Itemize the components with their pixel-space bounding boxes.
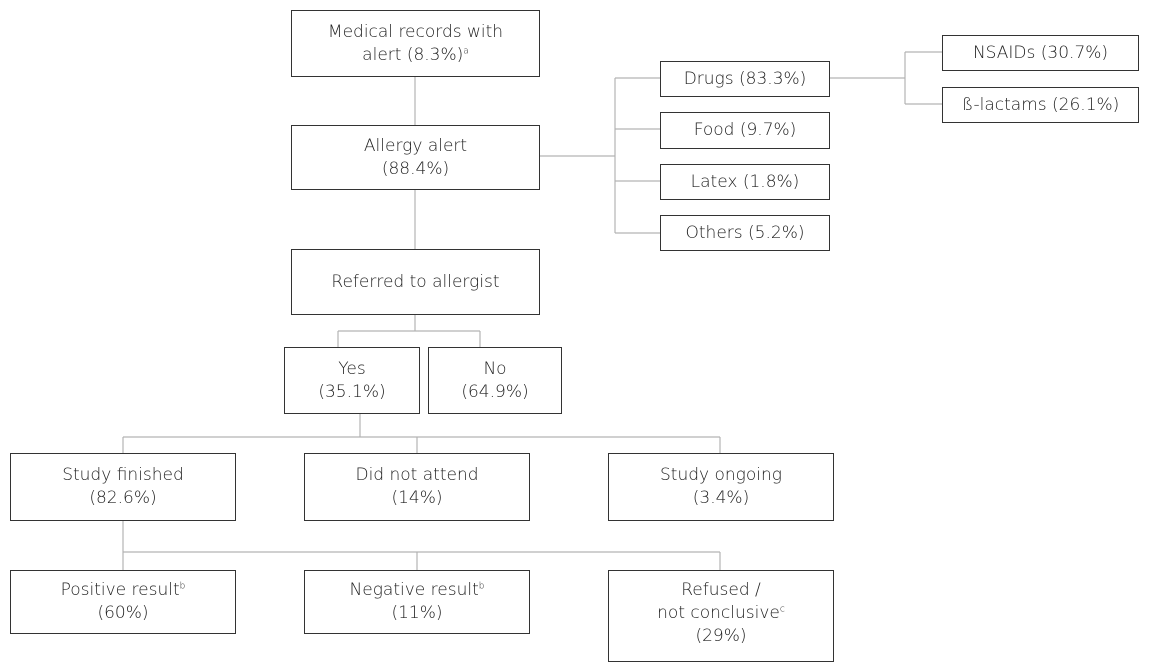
allergy-line2: (88.4%) [381, 158, 450, 179]
no-node: No (64.9%) [428, 347, 562, 414]
notattend-line1: Did not attend [355, 465, 479, 485]
refused-node: Refused / not conclusivec (29%) [608, 570, 834, 662]
drugs-label: Drugs (83.3%) [683, 68, 807, 89]
latex-label: Latex (1.8%) [690, 171, 800, 192]
negative-result-node: Negative resultb (11%) [304, 570, 530, 634]
ongoing-line2: (3.4%) [692, 488, 750, 508]
yes-node: Yes (35.1%) [284, 347, 420, 414]
drugs-node: Drugs (83.3%) [660, 61, 830, 97]
yes-line2: (35.1%) [318, 381, 386, 402]
food-label: Food (9.7%) [693, 120, 797, 140]
negative-footnote-b: b [478, 581, 485, 592]
others-label: Others (5.2%) [685, 222, 805, 243]
nsaids-label: NSAIDs (30.7%) [972, 42, 1109, 63]
negative-line1: Negative result [349, 580, 479, 600]
study-ongoing-node: Study ongoing (3.4%) [608, 453, 834, 521]
blactams-node: ß-lactams (26.1%) [942, 87, 1139, 123]
finished-line2: (82.6%) [89, 488, 157, 508]
positive-line1: Positive result [60, 580, 180, 600]
negative-line2: (11%) [391, 603, 443, 623]
nsaids-node: NSAIDs (30.7%) [942, 35, 1139, 71]
records-line2: alert (8.3%) [362, 44, 464, 65]
ongoing-line1: Study ongoing [660, 465, 782, 485]
positive-footnote-b: b [179, 581, 186, 592]
blactams-label: ß-lactams (26.1%) [961, 94, 1120, 115]
study-finished-node: Study finished (82.6%) [10, 453, 236, 521]
finished-line1: Study finished [62, 465, 184, 485]
refused-line2: not conclusive [657, 603, 780, 623]
refused-line3: (29%) [695, 626, 747, 646]
latex-node: Latex (1.8%) [660, 164, 830, 200]
records-node: Medical records with alert (8.3%)a [291, 10, 540, 77]
records-line1: Medical records with [327, 21, 504, 42]
allergy-line1: Allergy alert [363, 135, 468, 156]
food-node: Food (9.7%) [660, 112, 830, 149]
did-not-attend-node: Did not attend (14%) [304, 453, 530, 521]
allergy-alert-node: Allergy alert (88.4%) [291, 125, 540, 190]
positive-result-node: Positive resultb (60%) [10, 570, 236, 634]
positive-line2: (60%) [97, 603, 149, 623]
notattend-line2: (14%) [391, 488, 443, 508]
no-line2: (64.9%) [461, 381, 529, 402]
records-footnote-a: a [463, 45, 469, 56]
refused-line1: Refused / [681, 580, 761, 600]
no-line1: No [483, 358, 507, 379]
refused-footnote-c: c [779, 604, 785, 615]
others-node: Others (5.2%) [660, 215, 830, 251]
yes-line1: Yes [338, 358, 366, 379]
referred-label: Referred to allergist [331, 271, 500, 292]
referred-node: Referred to allergist [291, 249, 540, 315]
